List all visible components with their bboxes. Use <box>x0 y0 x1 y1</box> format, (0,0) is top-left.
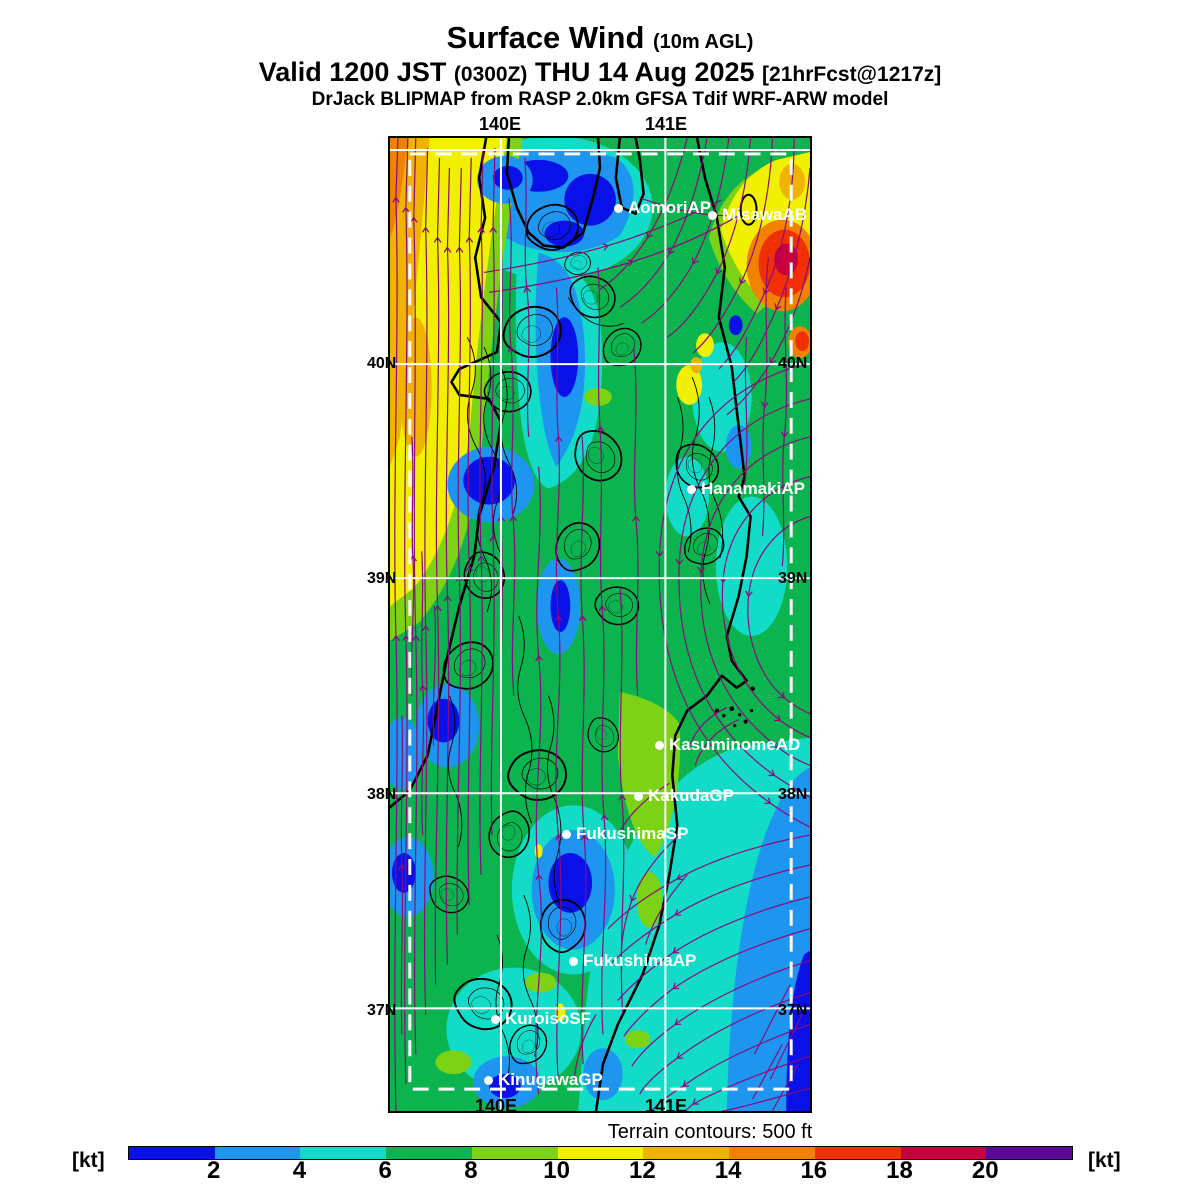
legend-segment <box>214 1147 301 1159</box>
wind-map-panel: AomoriAP MisawaAB HanamakiAP KasuminomeA… <box>388 136 812 1113</box>
lat-label-right-38n: 38N <box>778 786 808 803</box>
lat-label-right-39n: 39N <box>778 570 808 587</box>
station: KakudaGP <box>634 786 734 806</box>
colorbar-ticks: 2 4 6 8 10 12 14 16 18 20 <box>128 1157 1071 1187</box>
station-label: KuroisoSF <box>505 1009 591 1028</box>
station-label: KakudaGP <box>648 786 734 805</box>
legend-tick: 18 <box>886 1157 913 1184</box>
legend-segment <box>471 1147 558 1159</box>
unit-label-right: [kt] <box>1088 1149 1121 1172</box>
lon-label-bottom-140e: 140E <box>474 1096 518 1116</box>
station: AomoriAP <box>614 198 711 218</box>
station-dot <box>569 956 578 966</box>
station-dot <box>491 1014 500 1024</box>
station-dot <box>634 791 643 801</box>
station: MisawaAB <box>708 205 807 225</box>
station: KinugawaGP <box>484 1070 603 1090</box>
station-dot <box>687 484 696 494</box>
legend-tick: 10 <box>543 1157 570 1184</box>
station-label: FukushimaSP <box>576 824 689 843</box>
legend-tick: 4 <box>292 1157 307 1184</box>
valid-date: THU 14 Aug 2025 <box>534 56 755 87</box>
valid-zulu: (0300Z) <box>453 62 528 86</box>
station: KasuminomeAD <box>655 735 800 755</box>
station: HanamakiAP <box>687 479 805 499</box>
legend-tick: 12 <box>628 1157 656 1184</box>
terrain-contour-caption: Terrain contours: 500 ft <box>607 1121 813 1143</box>
station-label: KinugawaGP <box>498 1070 603 1089</box>
legend-segment <box>386 1147 472 1159</box>
model-domain-boundary <box>408 152 793 1091</box>
title-suffix: (10m AGL) <box>653 31 754 53</box>
legend-tick: 2 <box>207 1157 221 1184</box>
station: FukushimaSP <box>562 824 688 844</box>
legend-segment <box>129 1147 215 1159</box>
station-label: MisawaAB <box>722 205 808 224</box>
model-line: DrJack BLIPMAP from RASP 2.0km GFSA Tdif… <box>311 88 889 110</box>
unit-label-left: [kt] <box>72 1149 105 1172</box>
station-dot <box>614 203 623 213</box>
station-dot <box>484 1075 493 1085</box>
valid-line: Valid 1200 JST (0300Z) THU 14 Aug 2025 [… <box>0 57 1200 88</box>
legend-tick: 6 <box>378 1157 392 1184</box>
lon-label-top-141e: 141E <box>644 114 688 134</box>
lat-label-right-37n: 37N <box>778 1002 808 1019</box>
station-label: FukushimaAP <box>583 951 697 970</box>
legend-segment <box>729 1147 815 1159</box>
station-dot <box>655 740 664 750</box>
station-dot <box>562 829 571 839</box>
title-main: Surface Wind <box>446 20 645 55</box>
legend-tick: 16 <box>800 1157 828 1184</box>
lon-label-top-140e: 140E <box>478 114 522 134</box>
legend-tick: 8 <box>464 1157 478 1184</box>
lat-label-left-37n: 37N <box>367 1002 397 1019</box>
lat-label-left-40n: 40N <box>367 355 397 372</box>
legend-segment <box>643 1147 730 1159</box>
valid-prefix: Valid 1200 JST <box>258 56 447 87</box>
station: KuroisoSF <box>491 1009 591 1029</box>
legend-segment <box>300 1147 387 1159</box>
wind-map-graphic <box>390 138 810 1111</box>
station-label: KasuminomeAD <box>669 735 801 754</box>
header: Surface Wind (10m AGL) Valid 1200 JST (0… <box>0 20 1200 111</box>
graticule <box>390 138 810 1111</box>
legend-segment <box>900 1147 987 1159</box>
legend-tick: 14 <box>714 1157 742 1184</box>
legend-tick: 20 <box>971 1157 999 1184</box>
station: FukushimaAP <box>569 951 696 971</box>
streamlines <box>395 138 810 1111</box>
station-label: HanamakiAP <box>701 479 805 498</box>
station-dot <box>708 210 717 220</box>
legend-segment <box>986 1147 1073 1159</box>
station-label: AomoriAP <box>628 198 712 217</box>
colorbar <box>128 1146 1073 1160</box>
lat-label-right-40n: 40N <box>778 355 808 372</box>
legend-segment <box>557 1147 644 1159</box>
legend-segment <box>814 1147 901 1159</box>
valid-fcst: [21hrFcst@1217z] <box>762 62 942 86</box>
lat-label-left-38n: 38N <box>367 786 397 803</box>
lat-label-left-39n: 39N <box>367 570 397 587</box>
page-title: Surface Wind (10m AGL) <box>0 20 1200 56</box>
lon-label-bottom-141e: 141E <box>644 1096 688 1116</box>
